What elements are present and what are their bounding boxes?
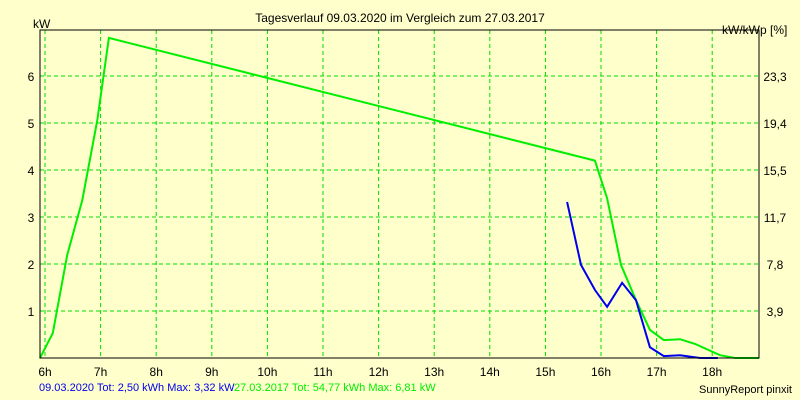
y-right-tick-label: 23,3 [763,70,787,84]
x-tick-label: 10h [257,365,277,379]
x-tick-label: 13h [424,365,444,379]
x-tick-label: 18h [702,365,722,379]
x-tick-label: 12h [369,365,389,379]
y-tick-label: 5 [28,117,35,131]
x-tick-label: 8h [150,365,163,379]
series-line-09.03.2020 [566,201,718,359]
y-axis-label: kW [33,17,51,31]
x-tick-label: 14h [480,365,500,379]
y-tick-label: 4 [28,164,35,178]
y-tick-label: 1 [28,305,35,319]
x-tick-label: 6h [38,365,51,379]
y-tick-label: 6 [28,70,35,84]
plot-frame [39,29,760,359]
y-right-tick-label: 11,7 [764,211,787,225]
series-line-27.03.2017 [39,36,759,359]
legend-2017: 27.03.2017 Tot: 54,77 kWh Max: 6,81 kW [234,382,436,394]
footer-credit: SunnyReport pinxit [699,384,792,396]
chart-title: Tagesverlauf 09.03.2020 im Vergleich zum… [255,11,545,25]
x-tick-label: 16h [591,365,611,379]
y-right-tick-label: 3,9 [767,305,784,319]
x-tick-label: 17h [647,365,667,379]
y-right-tick-label: 15,5 [763,164,787,178]
y-tick-label: 2 [28,258,35,272]
legend-2020: 09.03.2020 Tot: 2,50 kWh Max: 3,32 kW [39,382,235,394]
x-tick-label: 7h [94,365,107,379]
y-right-tick-label: 7,8 [767,258,784,272]
x-tick-label: 11h [313,365,332,379]
y-right-tick-label: 19,4 [763,117,787,131]
y-tick-label: 3 [28,211,35,225]
x-tick-label: 9h [205,365,218,379]
x-tick-label: 15h [535,365,555,379]
